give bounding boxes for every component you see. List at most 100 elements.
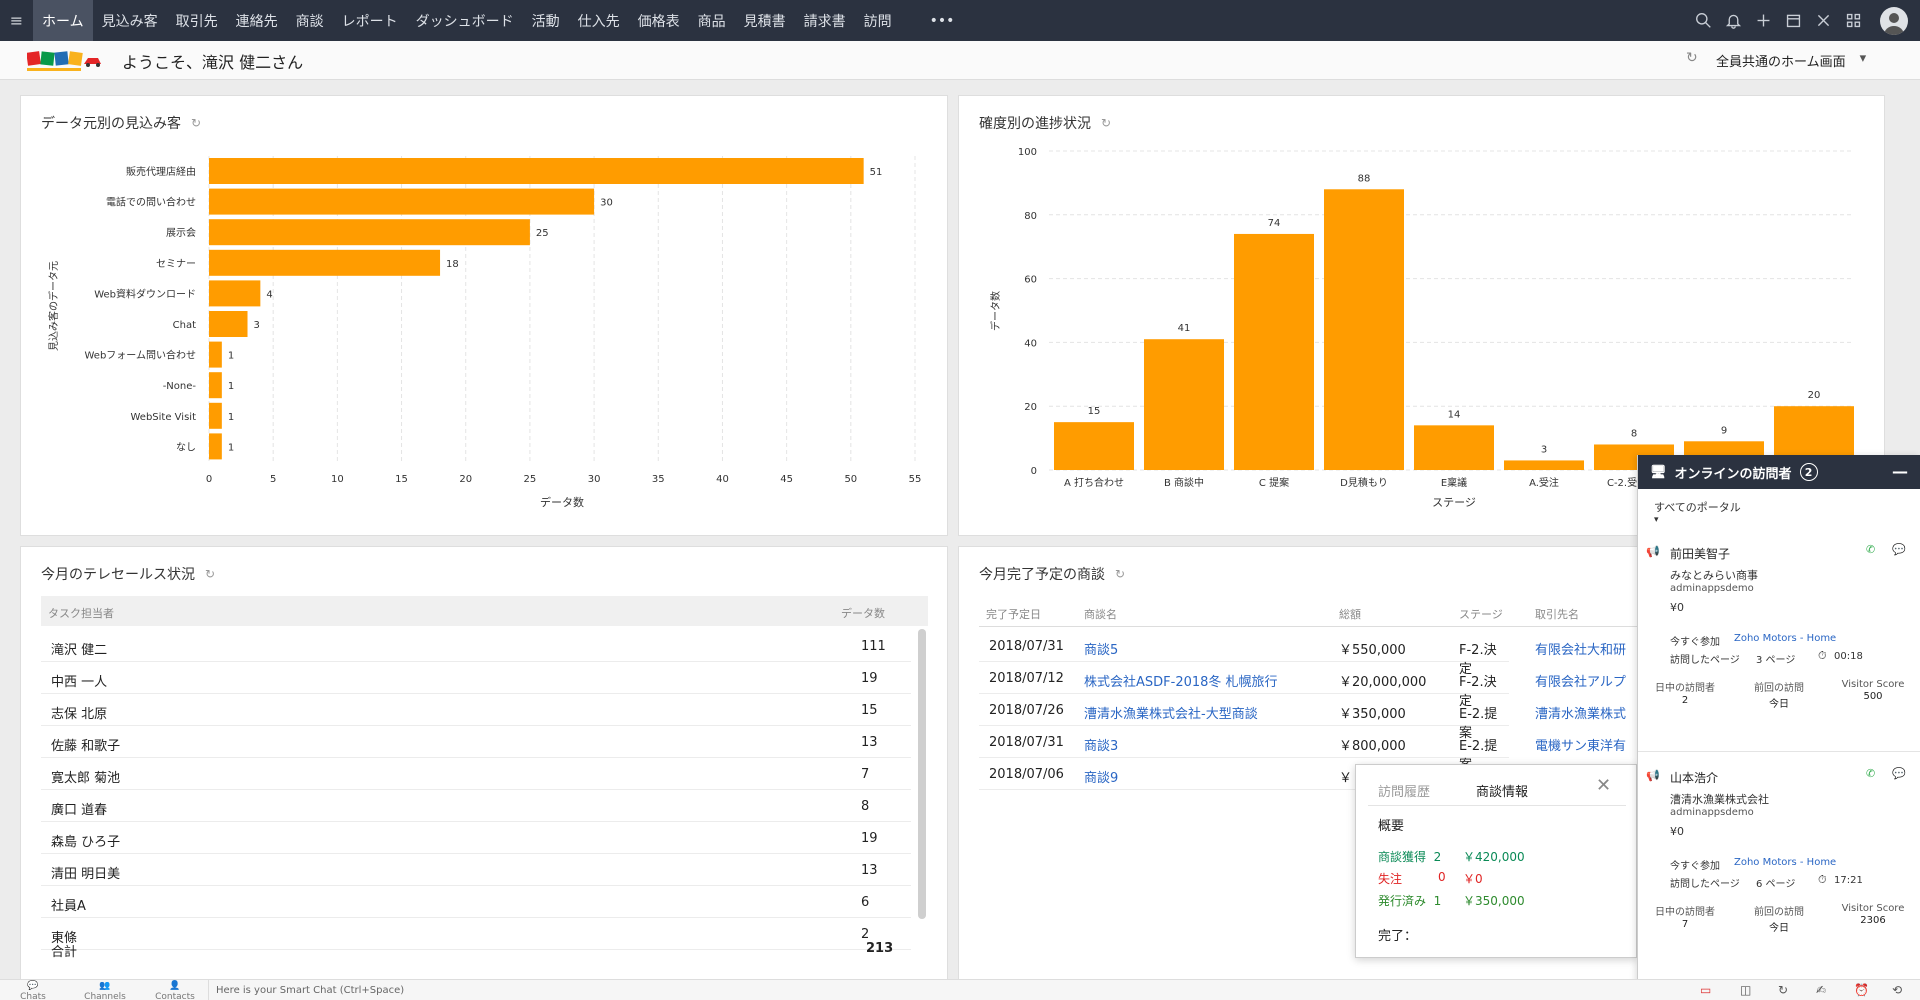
nav-tab[interactable]: 商品	[697, 13, 726, 30]
table-row[interactable]: 廣口 道春 8	[41, 790, 911, 822]
table-row[interactable]: 2018/07/26 漕清水漁業株式会社-大型商談 ￥350,000 E-2.提案 漕清…	[979, 694, 1626, 741]
join-label: 今すぐ参加	[1670, 861, 1720, 872]
visitors-title: オンラインの訪問者	[1674, 466, 1792, 482]
deal-name-link[interactable]: 商談9	[1084, 771, 1119, 786]
issued-amount: ￥350,000	[1463, 894, 1525, 908]
owner-name: 清田 明日美	[51, 867, 121, 882]
tab-visit-history[interactable]: 訪問履歴	[1378, 785, 1431, 800]
nav-tab[interactable]: ダッシュボード	[415, 13, 514, 30]
refresh-icon[interactable]: ↻	[1686, 50, 1698, 66]
table-row[interactable]: 志保 北原 15	[41, 694, 911, 726]
chats-button[interactable]: 💬 Chats	[8, 981, 58, 1000]
deal-amount: ￥800,000	[1339, 739, 1406, 754]
search-icon[interactable]	[1688, 0, 1718, 41]
table-row[interactable]: 2018/07/31 商談5 ￥550,000 F-2.決定 有限会社大和研	[979, 630, 1626, 677]
x-tick-label: C 提案	[1259, 476, 1289, 489]
y-tick-label: 電話での問い合わせ	[106, 196, 196, 209]
deal-name-link[interactable]: 商談3	[1084, 739, 1119, 754]
account-name-link[interactable]: 電機サン東洋有	[1535, 739, 1627, 754]
account-name-link[interactable]: 有限会社アルプ	[1535, 675, 1626, 690]
y-axis-label: 見込み客のデータ元	[47, 261, 60, 351]
contacts-button[interactable]: 👤 Contacts	[150, 981, 200, 1000]
data-label: 74	[1268, 218, 1281, 229]
x-tick-label: B 商談中	[1164, 476, 1204, 489]
alarm-icon[interactable]: ⏰	[1854, 983, 1869, 997]
bell-icon[interactable]	[1718, 0, 1748, 41]
bar	[209, 372, 222, 399]
account-name-link[interactable]: 漕清水漁業株式	[1535, 707, 1627, 722]
panel-title: データ元別の見込み客	[41, 116, 181, 132]
smart-chat-input[interactable]: Here is your Smart Chat (Ctrl+Space)	[216, 985, 405, 996]
nav-tab[interactable]: 見込み客	[101, 13, 158, 30]
nav-tab[interactable]: 連絡先	[235, 13, 278, 30]
task-count: 8	[861, 799, 870, 814]
table-row[interactable]: 寛太郎 菊池 7	[41, 758, 911, 790]
panel-stage-progress: 確度別の進捗状況 ↻ 0 20 40 60 80 100 15 A 打ち合わせ 41 B 商談中 7…	[958, 95, 1885, 536]
monitor-icon[interactable]: ▭	[1700, 983, 1712, 997]
x-tick-label: 20	[459, 474, 472, 485]
nav-tab[interactable]: 商談	[295, 13, 324, 30]
y-tick-label: 80	[1024, 211, 1037, 222]
minimize-icon[interactable]: —	[1892, 462, 1908, 481]
grid-icon[interactable]	[1838, 0, 1868, 41]
gamepad-icon[interactable]: ◫	[1740, 983, 1752, 997]
bar	[209, 158, 864, 184]
tab-deal-info[interactable]: 商談情報	[1476, 785, 1529, 800]
refresh-icon[interactable]: ↻	[1778, 983, 1789, 997]
portal-filter[interactable]: すべてのポータル ▾	[1654, 499, 1741, 525]
refresh-icon[interactable]: ↻	[1101, 116, 1112, 130]
more-icon[interactable]: •••	[929, 12, 955, 29]
megaphone-icon: 📢	[1646, 545, 1660, 558]
table-row[interactable]: 東條 2	[41, 918, 911, 950]
table-row[interactable]: 森島 ひろ子 19	[41, 822, 911, 854]
table-row[interactable]: 清田 明日美 13	[41, 854, 911, 886]
phone-icon[interactable]: ✆	[1866, 543, 1876, 556]
homepage-selector[interactable]: 全員共通のホーム画面 ▾	[1716, 51, 1866, 70]
nav-tab[interactable]: 請求書	[803, 13, 846, 30]
table-row[interactable]: 中西 一人 19	[41, 662, 911, 694]
close-icon[interactable]: ✕	[1596, 775, 1612, 796]
nav-tab[interactable]: 取引先	[175, 13, 218, 30]
table-row[interactable]: 滝沢 健二 111	[41, 630, 911, 662]
y-tick-label: -None-	[163, 381, 197, 392]
table-row[interactable]: 社員A 6	[41, 886, 911, 918]
table-row[interactable]: 佐藤 和歌子 13	[41, 726, 911, 758]
table-row[interactable]: 2018/07/12 株式会社ASDF-2018冬 札幌旅行 ￥20,000,000…	[979, 662, 1626, 709]
chat-icon[interactable]: 💬	[1892, 543, 1906, 556]
nav-tab[interactable]: ホーム	[33, 0, 93, 41]
phone-icon[interactable]: ✆	[1866, 767, 1876, 780]
visitor-card[interactable]: 📢 山本浩介 ✆ 💬 漕清水漁業株式会社 adminappsdemo ¥0 今すぐ参加 Zoho…	[1638, 767, 1920, 985]
nav-tab[interactable]: 訪問	[863, 13, 892, 30]
history-icon[interactable]: ⟲	[1892, 983, 1903, 997]
tools-icon[interactable]	[1808, 0, 1838, 41]
translate-icon[interactable]: ✍	[1816, 983, 1827, 997]
refresh-icon[interactable]: ↻	[191, 116, 202, 130]
chat-icon[interactable]: 💬	[1892, 767, 1906, 780]
refresh-icon[interactable]: ↻	[205, 567, 216, 581]
nav-tab[interactable]: レポート	[341, 13, 398, 30]
nav-tab[interactable]: 活動	[531, 13, 560, 30]
nav-tab[interactable]: 仕入先	[577, 13, 620, 30]
refresh-icon[interactable]: ↻	[1115, 567, 1126, 581]
pages-label: 訪問したページ	[1670, 879, 1740, 890]
current-page-link[interactable]: Zoho Motors - Home	[1734, 857, 1837, 868]
close-date: 2018/07/06	[989, 767, 1064, 782]
plus-icon[interactable]	[1748, 0, 1778, 41]
y-tick-label: 20	[1024, 402, 1037, 413]
table-row[interactable]: 2018/07/06 商談9 ￥	[979, 758, 1509, 790]
deal-name-link[interactable]: 漕清水漁業株式会社-大型商談	[1084, 707, 1258, 722]
current-page-link[interactable]: Zoho Motors - Home	[1734, 633, 1837, 644]
deal-name-link[interactable]: 商談5	[1084, 643, 1119, 658]
menu-icon[interactable]: ≡	[9, 11, 24, 30]
data-label: 25	[536, 228, 549, 239]
user-avatar[interactable]	[1880, 6, 1908, 35]
nav-tab[interactable]: 見積書	[743, 13, 786, 30]
scrollbar[interactable]	[918, 629, 926, 919]
deal-name-link[interactable]: 株式会社ASDF-2018冬 札幌旅行	[1084, 675, 1278, 690]
calendar-icon[interactable]	[1778, 0, 1808, 41]
nav-tab[interactable]: 価格表	[637, 13, 680, 30]
account-name-link[interactable]: 有限会社大和研	[1535, 643, 1627, 658]
visitor-card[interactable]: 📢 前田美智子 ✆ 💬 みなとみらい商事 adminappsdemo ¥0 今すぐ参加 Zoho…	[1638, 543, 1920, 761]
channels-button[interactable]: 👥 Channels	[80, 981, 130, 1000]
